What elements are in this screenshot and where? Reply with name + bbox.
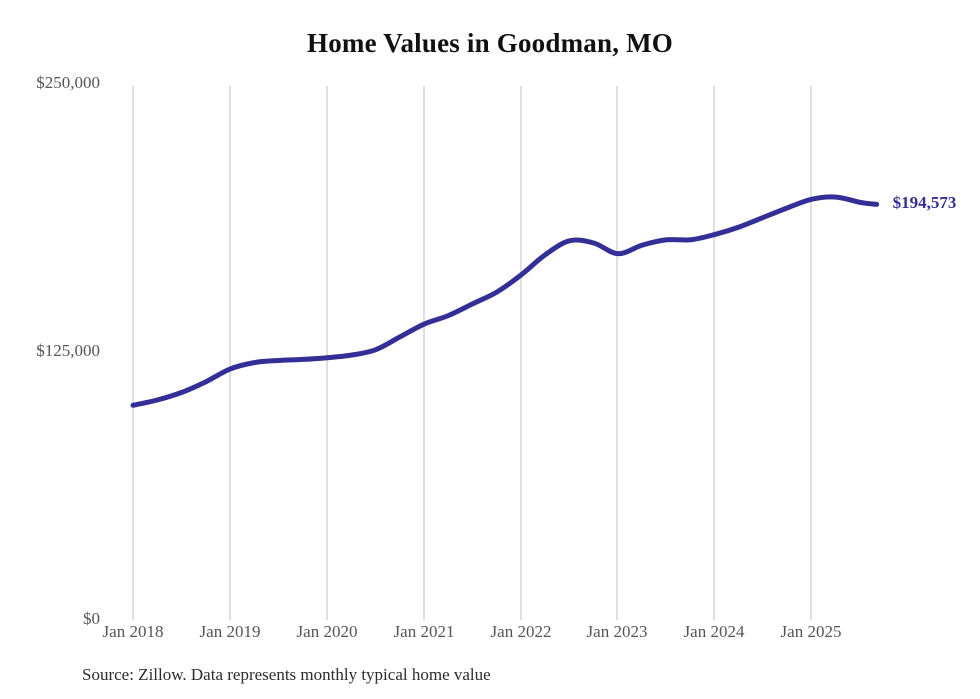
x-tick-label: Jan 2022	[490, 622, 552, 641]
endpoint-value-label: $194,573	[892, 193, 957, 213]
x-tick-label: Jan 2025	[780, 622, 842, 641]
x-tick-label: Jan 2020	[296, 622, 358, 641]
x-tick-label: Jan 2024	[683, 622, 745, 641]
y-tick-label: $0	[83, 609, 100, 628]
y-tick-label: $125,000	[36, 341, 100, 360]
chart-title: Home Values in Goodman, MO	[307, 28, 673, 58]
source-footnote: Source: Zillow. Data represents monthly …	[82, 665, 491, 684]
home-value-line	[130, 194, 880, 408]
y-tick-label: $250,000	[36, 73, 100, 92]
x-tick-label: Jan 2018	[102, 622, 164, 641]
gridlines-group	[132, 86, 812, 620]
x-tick-label: Jan 2019	[199, 622, 261, 641]
x-tick-label: Jan 2023	[586, 622, 648, 641]
x-tick-label: Jan 2021	[393, 622, 455, 641]
